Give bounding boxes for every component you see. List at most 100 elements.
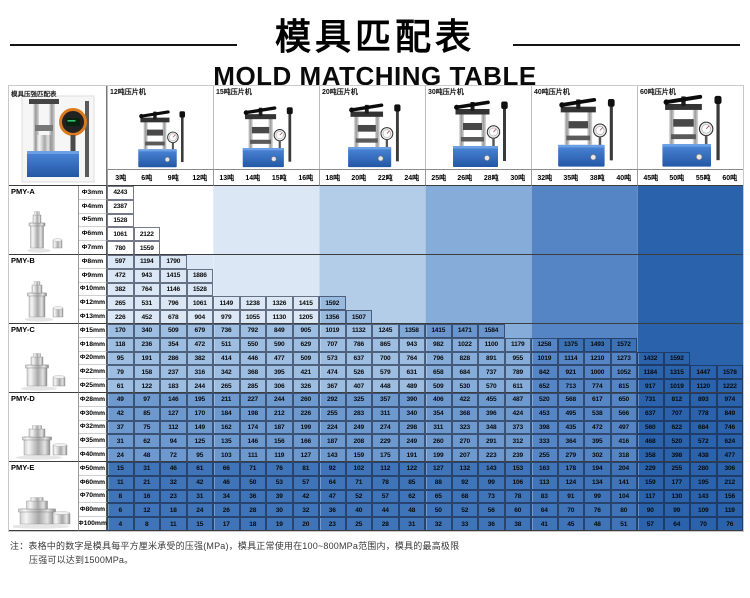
pressure-cell: 1120 — [690, 379, 717, 393]
empty-cell — [584, 186, 611, 200]
pressure-cell: 18 — [239, 517, 266, 531]
pressure-cell: 143 — [478, 461, 505, 476]
empty-cell — [213, 227, 240, 242]
empty-cell — [451, 296, 478, 311]
diameter-label: Φ5mm — [79, 213, 107, 228]
pressure-cell: 62 — [133, 434, 160, 449]
empty-cell — [266, 241, 293, 255]
pressure-cell: 764 — [398, 351, 425, 366]
empty-cell — [504, 282, 531, 297]
title-rule-right — [513, 44, 741, 46]
tonnage-header: 28吨 — [478, 169, 505, 186]
empty-cell — [504, 227, 531, 242]
empty-cell — [239, 268, 266, 283]
empty-cell — [478, 227, 505, 242]
empty-cell — [266, 186, 293, 200]
pressure-cell: 52 — [451, 503, 478, 518]
pressure-cell: 64 — [663, 517, 690, 531]
empty-cell — [425, 186, 452, 200]
pressure-cell: 764 — [133, 282, 160, 297]
pressure-cell: 700 — [372, 351, 399, 366]
pressure-cell: 780 — [107, 241, 134, 255]
empty-cell — [610, 268, 637, 283]
pressure-cell: 573 — [319, 351, 346, 366]
machine-column-header: 40吨压片机 — [531, 86, 637, 169]
empty-cell — [345, 213, 372, 228]
pressure-cell: 1052 — [610, 365, 637, 380]
empty-cell — [266, 199, 293, 214]
empty-cell — [292, 268, 319, 283]
pressure-cell: 166 — [292, 434, 319, 449]
empty-cell — [398, 213, 425, 228]
pressure-cell: 279 — [557, 448, 584, 462]
machine-column-header: 30吨压片机 — [425, 86, 531, 169]
footnote-line-1: 注：表格中的数字是模具每平方厘米承受的压强(MPa)，模具正常使用在100~80… — [10, 541, 460, 551]
empty-cell — [478, 241, 505, 255]
empty-cell — [239, 241, 266, 255]
tonnage-header: 18吨 — [319, 169, 346, 186]
pressure-cell: 46 — [160, 461, 187, 476]
empty-cell — [637, 282, 664, 297]
pressure-cell: 249 — [345, 420, 372, 435]
pressure-cell: 318 — [610, 448, 637, 462]
pressure-cell: 1061 — [107, 227, 134, 242]
tonnage-header: 35吨 — [557, 169, 584, 186]
pressure-cell: 125 — [186, 434, 213, 449]
tonnage-header: 14吨 — [239, 169, 266, 186]
pressure-cell: 497 — [610, 420, 637, 435]
pressure-cell: 982 — [425, 337, 452, 352]
pressure-cell: 326 — [292, 379, 319, 393]
pressure-cell: 789 — [504, 365, 531, 380]
pressure-cell: 679 — [186, 323, 213, 338]
empty-cell — [663, 199, 690, 214]
pressure-cell: 342 — [213, 365, 240, 380]
empty-cell — [504, 296, 531, 311]
pressure-cell: 1592 — [663, 351, 690, 366]
pressure-cell: 8 — [107, 489, 134, 504]
pressure-cell: 156 — [716, 489, 743, 504]
empty-cell — [610, 282, 637, 297]
empty-cell — [451, 213, 478, 228]
pressure-cell: 421 — [292, 365, 319, 380]
empty-cell — [372, 296, 399, 311]
pressure-cell: 127 — [425, 461, 452, 476]
tonnage-header: 3吨 — [107, 169, 134, 186]
pressure-cell: 20 — [292, 517, 319, 531]
empty-cell — [584, 199, 611, 214]
pressure-cell: 236 — [133, 337, 160, 352]
diameter-label: Φ8mm — [79, 254, 107, 269]
pressure-cell: 28 — [239, 503, 266, 518]
empty-cell — [266, 268, 293, 283]
pressure-cell: 146 — [239, 434, 266, 449]
pressure-cell: 274 — [372, 420, 399, 435]
empty-cell — [239, 186, 266, 200]
pressure-cell: 49 — [107, 392, 134, 407]
empty-cell — [690, 337, 717, 352]
empty-cell — [690, 351, 717, 366]
pressure-cell: 312 — [504, 434, 531, 449]
pressure-cell: 1273 — [610, 351, 637, 366]
pressure-cell: 265 — [107, 296, 134, 311]
pressure-cell: 511 — [213, 337, 240, 352]
pressure-cell: 177 — [663, 475, 690, 490]
pressure-cell: 311 — [372, 406, 399, 421]
pressure-cell: 113 — [531, 475, 558, 490]
empty-cell — [292, 213, 319, 228]
pressure-cell: 917 — [637, 379, 664, 393]
corner-cell: 模具压强匹配表 — [9, 86, 107, 186]
pressure-cell: 102 — [345, 461, 372, 476]
empty-cell — [637, 337, 664, 352]
mold-group: PMY-A — [9, 186, 79, 255]
pressure-cell: 80 — [610, 503, 637, 518]
pressure-cell: 17 — [213, 517, 240, 531]
mold-group: PMY-B — [9, 254, 79, 324]
pressure-cell: 111 — [239, 448, 266, 462]
mold-group: PMY-D — [9, 392, 79, 462]
matching-table: 模具压强匹配表 12吨压片机 3吨 6吨 9吨 12吨 — [8, 85, 744, 532]
empty-cell — [425, 310, 452, 324]
pressure-cell: 438 — [690, 448, 717, 462]
diameter-label: Φ13mm — [79, 310, 107, 324]
pressure-cell: 396 — [478, 406, 505, 421]
empty-cell — [663, 227, 690, 242]
pressure-cell: 382 — [107, 282, 134, 297]
